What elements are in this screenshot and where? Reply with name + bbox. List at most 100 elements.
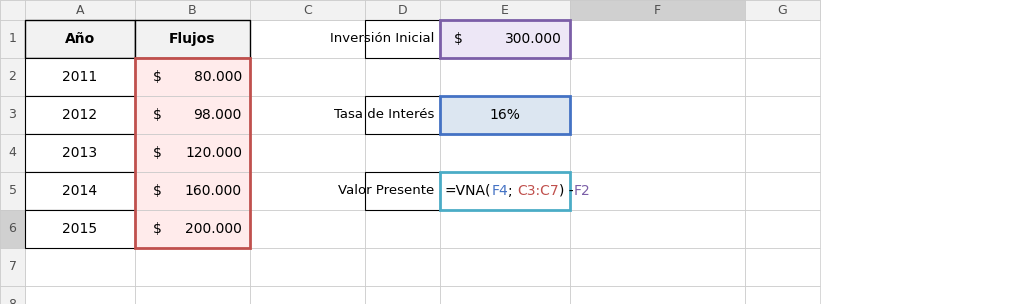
Text: 5: 5 [8, 185, 16, 198]
Bar [25, 134, 135, 172]
Bar [25, 20, 135, 58]
Bar [365, 0, 440, 20]
Text: 1: 1 [8, 33, 16, 46]
Bar [365, 96, 440, 134]
Bar [0, 248, 25, 286]
Bar [570, 58, 745, 96]
Bar [0, 20, 25, 58]
Text: 2012: 2012 [62, 108, 97, 122]
Text: 2011: 2011 [62, 70, 97, 84]
Bar [745, 134, 820, 172]
Text: Tasa de Interés: Tasa de Interés [334, 109, 434, 122]
Bar [135, 58, 250, 248]
Bar [365, 172, 440, 210]
Text: Año: Año [65, 32, 95, 46]
Bar [250, 96, 365, 134]
Text: Inversión Inicial: Inversión Inicial [330, 33, 434, 46]
Text: Valor Presente: Valor Presente [338, 185, 434, 198]
Bar [25, 286, 135, 304]
Bar [570, 134, 745, 172]
Text: F2: F2 [573, 184, 590, 198]
Text: 160.000: 160.000 [185, 184, 242, 198]
Bar [440, 20, 570, 58]
Bar [135, 20, 250, 58]
Bar [135, 134, 250, 172]
Text: ;: ; [508, 184, 517, 198]
Text: 16%: 16% [489, 108, 520, 122]
Bar [745, 0, 820, 20]
Bar [570, 172, 745, 210]
Bar [250, 20, 365, 58]
Bar [0, 286, 25, 304]
Bar [25, 0, 135, 20]
Bar [0, 286, 25, 304]
Bar [25, 96, 135, 134]
Text: D: D [397, 4, 408, 16]
Bar [135, 210, 250, 248]
Bar [440, 134, 570, 172]
Bar [570, 0, 745, 20]
Text: =VNA(: =VNA( [445, 184, 492, 198]
Bar [365, 0, 440, 20]
Bar [570, 96, 745, 134]
Bar [135, 248, 250, 286]
Text: E: E [501, 4, 509, 16]
Bar [135, 58, 250, 96]
Bar [135, 58, 250, 96]
Bar [0, 96, 25, 134]
Bar [440, 0, 570, 20]
Text: 3: 3 [8, 109, 16, 122]
Bar [440, 172, 570, 210]
Bar [135, 134, 250, 172]
Text: C3:C7: C3:C7 [517, 184, 559, 198]
Text: $: $ [454, 32, 463, 46]
Text: B: B [188, 4, 197, 16]
Bar [365, 58, 440, 96]
Text: F4: F4 [492, 184, 508, 198]
Bar [0, 210, 25, 248]
Text: $: $ [153, 184, 162, 198]
Bar [250, 172, 365, 210]
Text: 80.000: 80.000 [194, 70, 242, 84]
Bar [570, 20, 745, 58]
Bar [440, 172, 570, 210]
Bar [250, 134, 365, 172]
Bar [0, 172, 25, 210]
Bar [250, 286, 365, 304]
Bar [25, 58, 135, 96]
Bar [570, 286, 745, 304]
Bar [745, 96, 820, 134]
Bar [745, 20, 820, 58]
Bar [250, 58, 365, 96]
Bar [25, 0, 135, 20]
Text: 120.000: 120.000 [185, 146, 242, 160]
Bar [250, 248, 365, 286]
Text: 300.000: 300.000 [505, 32, 562, 46]
Bar [0, 58, 25, 96]
Bar [440, 96, 570, 134]
Bar [365, 96, 440, 134]
Bar [570, 210, 745, 248]
Bar [0, 0, 25, 20]
Bar [250, 0, 365, 20]
Text: $: $ [153, 146, 162, 160]
Text: 7: 7 [8, 261, 16, 274]
Text: 4: 4 [8, 147, 16, 160]
Text: 2013: 2013 [62, 146, 97, 160]
Text: ) -: ) - [559, 184, 573, 198]
Bar [135, 20, 250, 58]
Text: $: $ [153, 70, 162, 84]
Bar [250, 0, 365, 20]
Bar [570, 0, 745, 20]
Bar [365, 248, 440, 286]
Bar [365, 172, 440, 210]
Bar [135, 96, 250, 134]
Bar [0, 96, 25, 134]
Bar [440, 20, 570, 58]
Bar [365, 20, 440, 58]
Bar [25, 172, 135, 210]
Bar [365, 210, 440, 248]
Text: F: F [654, 4, 662, 16]
Text: $: $ [153, 108, 162, 122]
Bar [135, 0, 250, 20]
